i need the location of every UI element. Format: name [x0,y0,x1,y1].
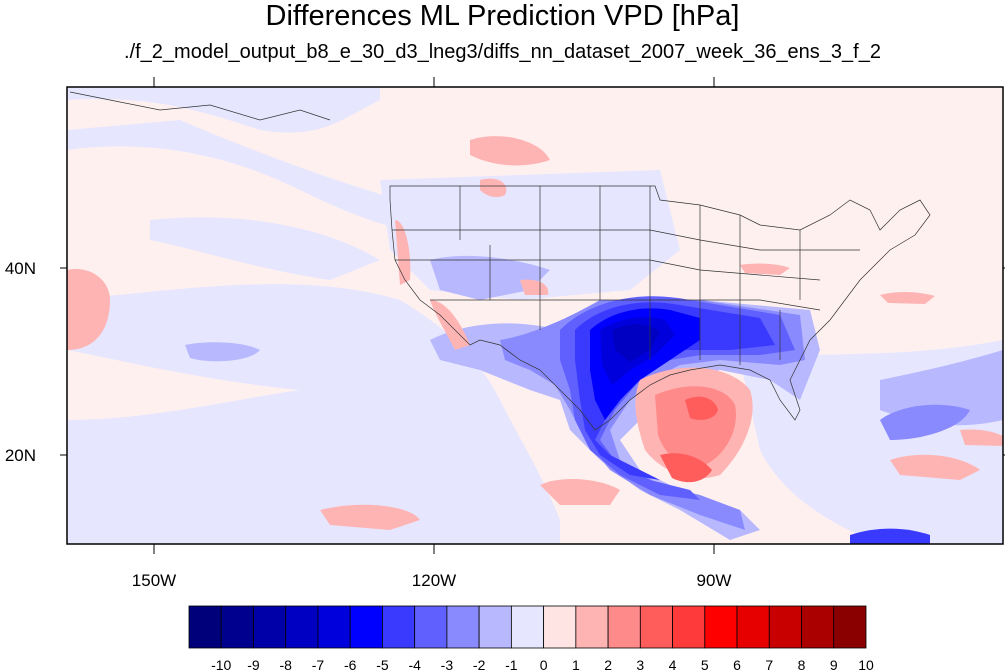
colorbar-label: -9 [247,657,260,672]
contour-fills [67,87,1003,544]
colorbar-swatch [446,605,480,649]
colorbar-swatch [736,605,770,649]
colorbar-label: -4 [408,657,421,672]
colorbar-label: 3 [636,657,644,672]
colorbar-label: 8 [798,657,806,672]
colorbar-label: 9 [830,657,838,672]
colorbar-label: -5 [376,657,389,672]
colorbar-label: 1 [572,657,580,672]
colorbar: -10 -9 -8 -7 -6 -5 -4 -3 -2 -1 0 1 2 3 4 5 6 7 8 9 10 [188,605,874,672]
colorbar-label: -2 [473,657,486,672]
axis-ticks [60,77,1005,554]
colorbar-label: 4 [669,657,677,672]
lat-label-40n: 40N [5,259,36,278]
lon-label-90w: 90W [697,571,732,590]
lat-label-20n: 20N [5,446,36,465]
boundary-lines [69,91,931,431]
colorbar-swatch [672,605,706,649]
colorbar-swatch [285,605,319,649]
colorbar-label: -3 [441,657,454,672]
colorbar-swatch [833,605,867,649]
colorbar-label: -1 [505,657,518,672]
colorbar-swatch [607,605,641,649]
colorbar-swatch [382,605,416,649]
lon-label-120w: 120W [412,571,456,590]
colorbar-label: 10 [858,657,874,672]
lon-label-150w: 150W [132,571,176,590]
colorbar-swatch [253,605,287,649]
map-title: Differences ML Prediction VPD [hPa] [265,0,740,32]
colorbar-swatch [801,605,835,649]
colorbar-label: -6 [344,657,357,672]
colorbar-swatch [768,605,802,649]
colorbar-label: -7 [312,657,325,672]
colorbar-swatch [220,605,254,649]
colorbar-label: -10 [211,657,231,672]
colorbar-label: 2 [604,657,612,672]
colorbar-label: 5 [701,657,709,672]
colorbar-label: 7 [765,657,773,672]
colorbar-swatch [317,605,351,649]
colorbar-swatch [349,605,383,649]
colorbar-swatch [414,605,448,649]
colorbar-swatch [575,605,609,649]
colorbar-swatch [510,605,545,649]
colorbar-swatch [188,605,222,649]
colorbar-swatch [543,605,577,649]
colorbar-label: 6 [733,657,741,672]
colorbar-swatch [704,605,738,649]
map-subtitle: ./f_2_model_output_b8_e_30_d3_lneg3/diff… [124,41,881,63]
map-frame [66,86,1004,545]
colorbar-swatch [478,605,512,649]
colorbar-label: 0 [540,657,548,672]
colorbar-label: -8 [279,657,292,672]
colorbar-swatch [639,605,673,649]
